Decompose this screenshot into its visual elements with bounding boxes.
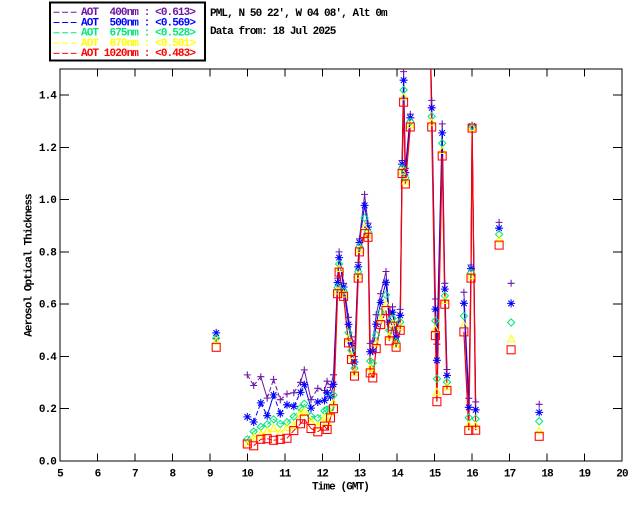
svg-text:20: 20 — [616, 469, 628, 481]
svg-text:Data from: 18 Jul 2025: Data from: 18 Jul 2025 — [210, 26, 337, 38]
svg-text:PML, N 50 22', W 04 08', Alt 0: PML, N 50 22', W 04 08', Alt 0m — [210, 8, 388, 20]
svg-text:Aerosol Optical Thickness: Aerosol Optical Thickness — [24, 194, 36, 337]
svg-text:0.8: 0.8 — [39, 247, 57, 259]
svg-text:6: 6 — [95, 469, 101, 481]
svg-text:Time (GMT): Time (GMT) — [312, 482, 369, 494]
svg-text:0.6: 0.6 — [39, 300, 56, 312]
svg-text:19: 19 — [579, 469, 591, 481]
svg-text:9: 9 — [207, 469, 213, 481]
svg-text:18: 18 — [541, 469, 554, 481]
svg-text:11: 11 — [279, 469, 292, 481]
svg-text:AOT 500nm : <0.569>: AOT 500nm : <0.569> — [81, 17, 196, 29]
svg-text:AOT 400nm : <0.613>: AOT 400nm : <0.613> — [81, 7, 196, 19]
svg-text:7: 7 — [132, 469, 138, 481]
svg-text:12: 12 — [317, 469, 329, 481]
svg-text:16: 16 — [466, 469, 478, 481]
svg-text:1.4: 1.4 — [39, 91, 57, 103]
svg-text:15: 15 — [429, 469, 442, 481]
svg-text:8: 8 — [170, 469, 177, 481]
svg-text:10: 10 — [242, 469, 254, 481]
svg-text:14: 14 — [391, 469, 404, 481]
svg-text:1.0: 1.0 — [39, 195, 56, 207]
svg-text:1.2: 1.2 — [39, 143, 56, 155]
svg-text:5: 5 — [57, 469, 64, 481]
svg-text:0.2: 0.2 — [39, 404, 56, 416]
svg-text:13: 13 — [354, 469, 367, 481]
svg-text:AOT 870nm : <0.501>: AOT 870nm : <0.501> — [81, 38, 196, 50]
svg-text:AOT 675nm : <0.528>: AOT 675nm : <0.528> — [81, 28, 196, 40]
svg-text:AOT 1020nm : <0.483>: AOT 1020nm : <0.483> — [81, 48, 196, 60]
svg-text:0.0: 0.0 — [39, 457, 56, 469]
svg-text:17: 17 — [504, 469, 516, 481]
svg-text:0.4: 0.4 — [39, 352, 57, 364]
